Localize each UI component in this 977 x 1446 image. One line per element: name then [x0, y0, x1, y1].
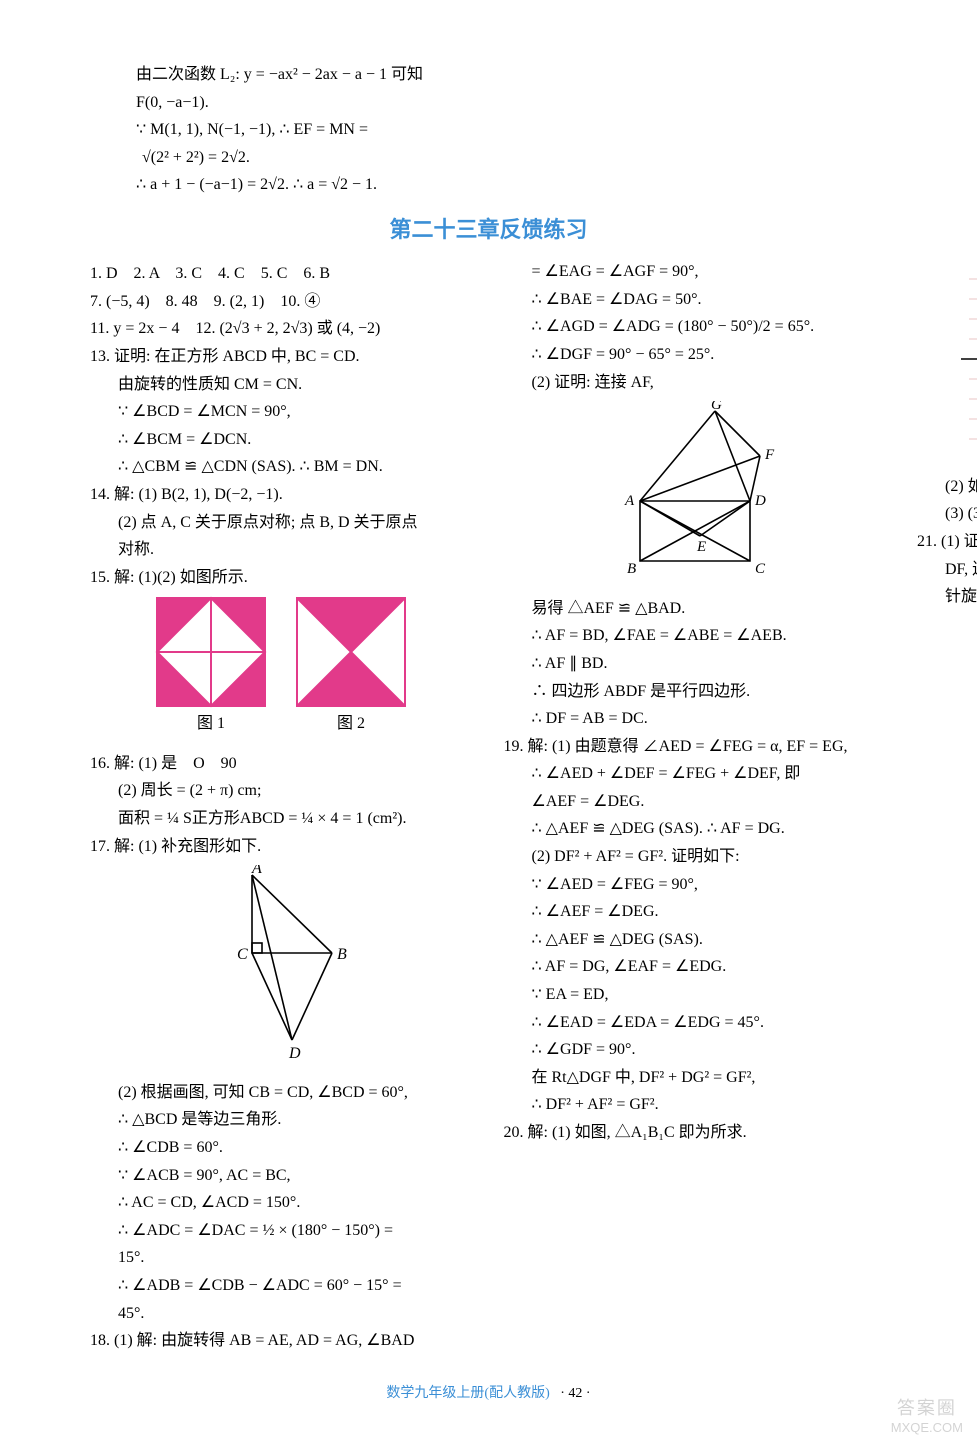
svg-text:F: F	[764, 447, 775, 463]
intro-l4: √(2² + 2²) = 2√2.	[136, 145, 887, 171]
q17-l6: ∴ AC = CD, ∠ACD = 150°.	[90, 1190, 474, 1216]
ans-row2: 7. (−5, 4) 8. 48 9. (2, 1) 10. ④	[90, 289, 474, 315]
q17-l7: ∴ ∠ADC = ∠DAC = ½ × (180° − 150°) =	[90, 1218, 474, 1244]
chapter-title: 第二十三章反馈练习	[90, 212, 887, 247]
q19-l1: 19. 解: (1) 由题意得 ∠AED = ∠FEG = α, EF = EG…	[504, 734, 888, 760]
q19-l13: 在 Rt△DGF 中, DF² + DG² = GF²,	[504, 1065, 888, 1091]
ans-row3: 11. y = 2x − 4 12. (2√3 + 2, 2√3) 或 (4, …	[90, 316, 474, 342]
intro-l1: 由二次函数 L₂: y = −ax² − 2ax − a − 1 可知	[136, 62, 887, 88]
q18-figure: G F A D E B C	[504, 401, 888, 590]
q19-l12: ∴ ∠GDF = 90°.	[504, 1037, 888, 1063]
q18-l7: 易得 △AEF ≌ △BAD.	[504, 596, 888, 622]
q19-l2: ∴ ∠AED + ∠DEF = ∠FEG + ∠DEF, 即	[504, 761, 888, 787]
q19-l10: ∵ EA = ED,	[504, 982, 888, 1008]
q19-l6: ∵ ∠AED = ∠FEG = 90°,	[504, 872, 888, 898]
svg-text:D: D	[754, 493, 766, 509]
q18-l9: ∴ AF ∥ BD.	[504, 651, 888, 677]
q19-l14: ∴ DF² + AF² = GF².	[504, 1092, 888, 1118]
q17-l3: ∴ △BCD 是等边三角形.	[90, 1107, 474, 1133]
q20-l1: 20. 解: (1) 如图, △A₁B₁C 即为所求.	[504, 1120, 888, 1146]
q18-l8: ∴ AF = BD, ∠FAE = ∠ABE = ∠AEB.	[504, 623, 888, 649]
q19-l8: ∴ △AEF ≌ △DEG (SAS).	[504, 927, 888, 953]
q17-l9: ∴ ∠ADB = ∠CDB − ∠ADC = 60° − 15° =	[90, 1273, 474, 1299]
q15-l1: 15. 解: (1)(2) 如图所示.	[90, 565, 474, 591]
svg-text:A: A	[251, 865, 262, 877]
q17-l1: 17. 解: (1) 补充图形如下.	[90, 834, 474, 860]
svg-text:C: C	[755, 561, 766, 577]
q17-l2: (2) 根据画图, 可知 CB = CD, ∠BCD = 60°,	[90, 1080, 474, 1106]
q19-l5: (2) DF² + AF² = GF². 证明如下:	[504, 844, 888, 870]
svg-text:A: A	[624, 493, 635, 509]
q19-l4: ∴ △AEF ≌ △DEG (SAS). ∴ AF = DG.	[504, 816, 888, 842]
q20-l3: (3) (3, 0)	[917, 501, 977, 527]
q18-l1: 18. (1) 解: 由旋转得 AB = AE, AD = AG, ∠BAD	[90, 1328, 474, 1354]
q17-figure: A C B D	[90, 865, 474, 1074]
q14-l2: (2) 点 A, C 关于原点对称; 点 B, D 关于原点	[90, 510, 474, 536]
watermark: 答案圈 MXQE.COM	[891, 1398, 963, 1435]
svg-text:E: E	[696, 539, 706, 555]
page-footer: 数学九年级上册(配人教版) · 42 ·	[90, 1383, 887, 1405]
svg-text:B: B	[627, 561, 636, 577]
q20-figure: x y O A B C A₁ B₁ A₂ B₂ C₂	[917, 259, 977, 468]
svg-text:B: B	[337, 946, 347, 963]
q18-l3: ∴ ∠BAE = ∠DAG = 50°.	[504, 287, 888, 313]
footer-page: · 42 ·	[560, 1386, 590, 1401]
q19-l7: ∴ ∠AEF = ∠DEG.	[504, 899, 888, 925]
q13-l1: 13. 证明: 在正方形 ABCD 中, BC = CD.	[90, 344, 474, 370]
svg-text:C: C	[237, 946, 248, 963]
q17-l4: ∴ ∠CDB = 60°.	[90, 1135, 474, 1161]
svg-text:D: D	[288, 1045, 301, 1062]
intro-l5: ∴ a + 1 − (−a−1) = 2√2. ∴ a = √2 − 1.	[136, 172, 887, 198]
q19-l3: ∠AEF = ∠DEG.	[504, 789, 888, 815]
q13-l4: ∴ ∠BCM = ∠DCN.	[90, 427, 474, 453]
q20-l2: (2) 如图, △A₂B₂C₂ 即为所求, 点 B₂(−5, −2).	[917, 474, 977, 500]
q14-l1: 14. 解: (1) B(2, 1), D(−2, −1).	[90, 482, 474, 508]
watermark-row2: MXQE.COM	[891, 1420, 963, 1436]
q18-l2: = ∠EAG = ∠AGF = 90°,	[504, 259, 888, 285]
intro-l2: F(0, −a−1).	[136, 90, 887, 116]
svg-text:G: G	[711, 401, 722, 413]
ans-row1: 1. D 2. A 3. C 4. C 5. C 6. B	[90, 261, 474, 287]
svg-text:图 2: 图 2	[337, 715, 365, 732]
q21-l3: 针旋转 180° 得到 △BGD).	[917, 584, 977, 610]
svg-text:图 1: 图 1	[197, 715, 225, 732]
q15-figures: 图 1 图 2	[90, 596, 474, 745]
q18-l11: ∴ DF = AB = DC.	[504, 706, 888, 732]
q17-l5: ∵ ∠ACB = 90°, AC = BC,	[90, 1163, 474, 1189]
q17-l10: 45°.	[90, 1301, 474, 1327]
q18-l4: ∴ ∠AGD = ∠ADG = (180° − 50°)/2 = 65°.	[504, 314, 888, 340]
q19-l11: ∴ ∠EAD = ∠EDA = ∠EDG = 45°.	[504, 1010, 888, 1036]
q13-l3: ∵ ∠BCD = ∠MCN = 90°,	[90, 399, 474, 425]
q19-l9: ∴ AF = DG, ∠EAF = ∠EDG.	[504, 954, 888, 980]
q16-l1: 16. 解: (1) 是 O 90	[90, 751, 474, 777]
intro-l3: ∵ M(1, 1), N(−1, −1), ∴ EF = MN =	[136, 117, 887, 143]
main-content: 1. D 2. A 3. C 4. C 5. C 6. B 7. (−5, 4)…	[90, 259, 887, 1359]
q21-l2: DF, 连接 BG, EG (或把 △CFD 绕点 D 逆时	[917, 557, 977, 583]
q21-l1: 21. (1) 证明: 如图, 延长 FD 到 G, 使得 DG =	[917, 529, 977, 555]
q16-l3: 面积 = ¼ S正方形ABCD = ¼ × 4 = 1 (cm²).	[90, 806, 474, 832]
q14-l3: 对称.	[90, 537, 474, 563]
q18-l6: (2) 证明: 连接 AF,	[504, 370, 888, 396]
q18-l5: ∴ ∠DGF = 90° − 65° = 25°.	[504, 342, 888, 368]
q16-l2: (2) 周长 = (2 + π) cm;	[90, 778, 474, 804]
q13-l5: ∴ △CBM ≌ △CDN (SAS). ∴ BM = DN.	[90, 454, 474, 480]
q17-l8: 15°.	[90, 1245, 474, 1271]
q18-l10: ∴ 四边形 ABDF 是平行四边形.	[504, 679, 888, 705]
q13-l2: 由旋转的性质知 CM = CN.	[90, 372, 474, 398]
footer-text: 数学九年级上册(配人教版)	[386, 1386, 549, 1401]
